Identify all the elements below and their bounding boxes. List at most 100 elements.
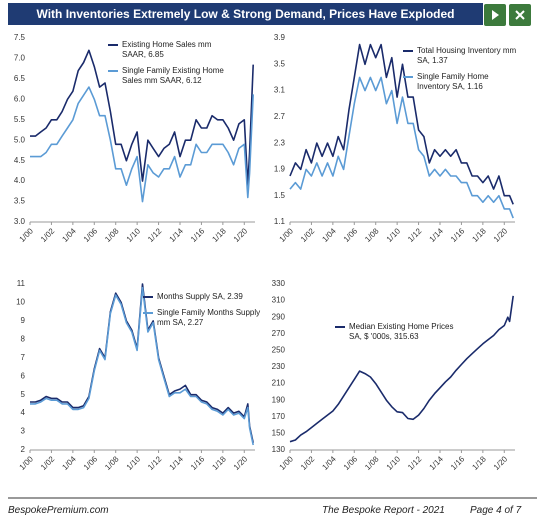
x-tick-label: 1/18 xyxy=(210,454,228,472)
x-tick-label: 1/10 xyxy=(385,226,403,244)
close-icon xyxy=(515,10,525,20)
y-tick-label: 150 xyxy=(272,429,286,438)
y-tick-label: 5.0 xyxy=(14,135,26,144)
x-tick-label: 1/08 xyxy=(103,226,121,244)
y-tick-label: 3.5 xyxy=(14,197,26,206)
y-tick-label: 5 xyxy=(21,390,26,399)
x-tick-label: 1/10 xyxy=(125,226,143,244)
x-tick-label: 1/04 xyxy=(60,454,78,472)
legend: Existing Home Sales mm SAAR, 6.85 Single … xyxy=(108,40,228,92)
x-tick-label: 1/14 xyxy=(168,226,186,244)
x-tick-label: 1/20 xyxy=(232,454,250,472)
x-tick-label: 1/04 xyxy=(60,226,78,244)
x-tick-label: 1/14 xyxy=(428,454,446,472)
x-tick-label: 1/18 xyxy=(470,454,488,472)
y-tick-label: 250 xyxy=(272,346,286,355)
x-tick-label: 1/14 xyxy=(428,226,446,244)
legend-label: Total Housing Inventory mm SA, 1.37 xyxy=(417,46,517,65)
series-line xyxy=(289,76,514,219)
y-tick-label: 4.0 xyxy=(14,176,26,185)
x-tick-label: 1/08 xyxy=(103,454,121,472)
y-tick-label: 210 xyxy=(272,379,286,388)
series-line xyxy=(30,86,254,203)
y-tick-label: 4.5 xyxy=(14,156,26,165)
legend-entry: Median Existing Home Prices SA, $ '000s,… xyxy=(335,322,455,342)
x-tick-label: 1/04 xyxy=(320,226,338,244)
header-title: With Inventories Extremely Low & Strong … xyxy=(8,3,483,25)
y-tick-label: 1.1 xyxy=(274,217,286,226)
x-tick-label: 1/02 xyxy=(39,226,57,244)
y-tick-label: 270 xyxy=(272,329,286,338)
legend-swatch xyxy=(108,70,118,72)
x-tick-label: 1/20 xyxy=(492,226,510,244)
y-tick-label: 8 xyxy=(21,334,26,343)
legend-swatch xyxy=(143,312,153,314)
y-tick-label: 7.0 xyxy=(14,54,26,63)
y-tick-label: 3.0 xyxy=(14,217,26,226)
x-tick-label: 1/18 xyxy=(470,226,488,244)
legend-label: Single Family Months Supply mm SA, 2.27 xyxy=(157,308,261,327)
legend-entry: Total Housing Inventory mm SA, 1.37 xyxy=(403,46,523,66)
x-tick-label: 1/10 xyxy=(385,454,403,472)
x-tick-label: 1/02 xyxy=(299,454,317,472)
y-tick-label: 7.5 xyxy=(14,33,26,42)
x-tick-label: 1/16 xyxy=(449,226,467,244)
x-tick-label: 1/18 xyxy=(210,226,228,244)
x-tick-label: 1/00 xyxy=(18,226,36,244)
y-tick-label: 7 xyxy=(21,353,26,362)
legend-swatch xyxy=(403,76,413,78)
legend-swatch xyxy=(143,296,153,298)
legend: Months Supply SA, 2.39 Single Family Mont… xyxy=(143,292,263,334)
y-tick-label: 5.5 xyxy=(14,115,26,124)
x-tick-label: 1/04 xyxy=(320,454,338,472)
legend: Median Existing Home Prices SA, $ '000s,… xyxy=(335,322,455,348)
x-tick-label: 1/06 xyxy=(342,454,360,472)
x-tick-label: 1/00 xyxy=(278,226,296,244)
legend-label: Median Existing Home Prices SA, $ '000s,… xyxy=(349,322,454,341)
x-tick-label: 1/12 xyxy=(406,226,424,244)
play-button[interactable] xyxy=(484,4,506,26)
x-tick-label: 1/10 xyxy=(125,454,143,472)
y-tick-label: 290 xyxy=(272,312,286,321)
x-tick-label: 1/16 xyxy=(189,454,207,472)
y-tick-label: 2.7 xyxy=(274,112,286,121)
x-tick-label: 1/00 xyxy=(278,454,296,472)
legend-entry: Single Family Home Inventory SA, 1.16 xyxy=(403,72,523,92)
x-tick-label: 1/12 xyxy=(146,226,164,244)
footer-page: Page 4 of 7 xyxy=(470,505,522,516)
legend-label: Single Family Home Inventory SA, 1.16 xyxy=(417,72,489,91)
footer-report: The Bespoke Report - 2021 xyxy=(322,505,445,516)
y-tick-label: 9 xyxy=(21,316,26,325)
close-button[interactable] xyxy=(509,4,531,26)
y-tick-label: 6 xyxy=(21,371,26,380)
y-tick-label: 190 xyxy=(272,395,286,404)
play-icon xyxy=(492,10,499,20)
y-tick-label: 4 xyxy=(21,408,26,417)
y-tick-label: 3.1 xyxy=(274,86,286,95)
legend-swatch xyxy=(335,326,345,328)
x-tick-label: 1/08 xyxy=(363,454,381,472)
x-tick-label: 1/06 xyxy=(82,454,100,472)
y-tick-label: 1.9 xyxy=(274,165,286,174)
y-tick-label: 230 xyxy=(272,362,286,371)
y-tick-label: 170 xyxy=(272,412,286,421)
x-tick-label: 1/14 xyxy=(168,454,186,472)
legend: Total Housing Inventory mm SA, 1.37 Singl… xyxy=(403,46,523,98)
x-tick-label: 1/20 xyxy=(492,454,510,472)
y-tick-label: 3 xyxy=(21,427,26,436)
y-tick-label: 2 xyxy=(21,445,26,454)
footer-site: BespokePremium.com xyxy=(8,505,109,516)
y-tick-label: 310 xyxy=(272,296,286,305)
legend-entry: Existing Home Sales mm SAAR, 6.85 xyxy=(108,40,228,60)
x-tick-label: 1/02 xyxy=(39,454,57,472)
y-tick-label: 11 xyxy=(17,279,26,288)
y-tick-label: 1.5 xyxy=(274,191,286,200)
legend-label: Months Supply SA, 2.39 xyxy=(157,292,243,301)
x-tick-label: 1/20 xyxy=(232,226,250,244)
legend-label: Existing Home Sales mm SAAR, 6.85 xyxy=(122,40,212,59)
series-line xyxy=(30,49,254,186)
legend-entry: Single Family Existing Home Sales mm SAA… xyxy=(108,66,228,86)
legend-entry: Single Family Months Supply mm SA, 2.27 xyxy=(143,308,263,328)
legend-swatch xyxy=(108,44,118,46)
